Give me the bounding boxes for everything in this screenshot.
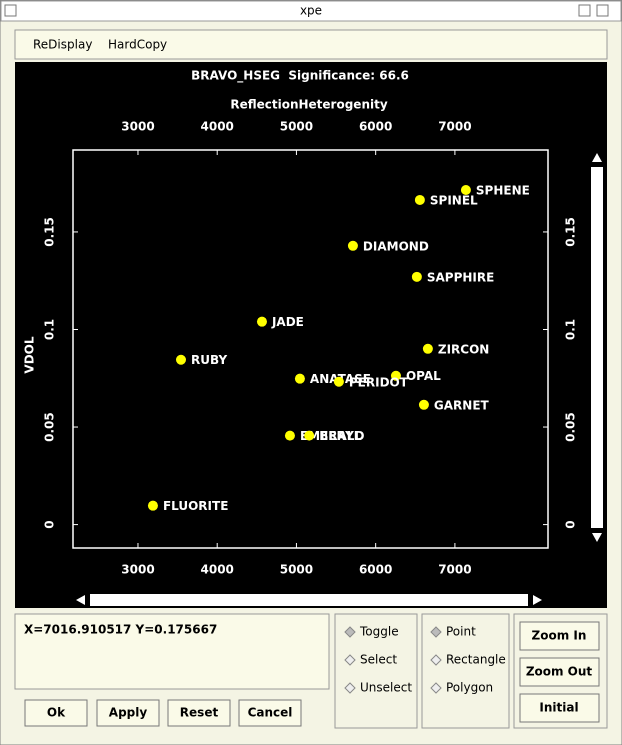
- radio-button[interactable]: [430, 626, 442, 638]
- y-tick-label: 0.15: [43, 217, 57, 247]
- window-menu-button[interactable]: [4, 4, 17, 17]
- x-tick-label-top: 6000: [359, 120, 392, 134]
- menu-item[interactable]: ReDisplay: [33, 38, 92, 52]
- point-label: GARNET: [434, 398, 490, 412]
- radio-label: Point: [446, 625, 476, 639]
- point: [175, 354, 186, 365]
- point-label: SAPPHIRE: [427, 270, 494, 284]
- zoom-button-label: Initial: [539, 701, 578, 715]
- y-tick-label-right: 0.1: [564, 319, 578, 340]
- point-label: SPHENE: [476, 183, 530, 197]
- button[interactable]: [24, 699, 88, 727]
- radio-label: Select: [360, 653, 397, 667]
- y-tick-label-right: 0.15: [564, 217, 578, 247]
- radio-button[interactable]: [430, 682, 442, 694]
- x-tick-label-top: 5000: [280, 120, 313, 134]
- point: [147, 500, 158, 511]
- x-tick-label-top: 3000: [121, 120, 154, 134]
- button-label: Ok: [47, 706, 66, 720]
- point: [414, 194, 425, 205]
- point-label: PERIDOT: [349, 375, 409, 389]
- y-tick-label-right: 0: [564, 520, 578, 528]
- point-label: OPAL: [406, 369, 441, 383]
- point-label: JADE: [271, 315, 304, 329]
- button-label: Apply: [109, 706, 148, 720]
- radio-label: Unselect: [360, 681, 412, 695]
- x-tick-label: 6000: [359, 563, 392, 577]
- radio-button[interactable]: [430, 654, 442, 666]
- radio-button[interactable]: [344, 626, 356, 638]
- radio-button[interactable]: [344, 654, 356, 666]
- plot-background: [15, 62, 607, 608]
- plot-frame: [72, 149, 549, 549]
- menu-item[interactable]: HardCopy: [108, 38, 167, 52]
- x-tick-label: 7000: [438, 563, 471, 577]
- point: [333, 376, 344, 387]
- window-title: xpe: [300, 4, 322, 18]
- point-label: ZIRCON: [438, 342, 489, 356]
- button[interactable]: [238, 699, 302, 727]
- plot-area: BRAVO_HSEG Significance: 66.6 Reflection…: [15, 62, 607, 608]
- point: [422, 343, 433, 354]
- button-label: Cancel: [248, 706, 293, 720]
- point: [304, 430, 315, 441]
- scroll-down-arrow[interactable]: [592, 533, 602, 542]
- radio-button[interactable]: [344, 682, 356, 694]
- point: [460, 184, 471, 195]
- point: [294, 373, 305, 384]
- point: [256, 316, 267, 327]
- x-tick-label: 5000: [280, 563, 313, 577]
- status-text: X=7016.910517 Y=0.175667: [24, 623, 217, 637]
- zoom-button[interactable]: [519, 693, 600, 723]
- button-label: Reset: [180, 706, 219, 720]
- y-tick-label: 0.1: [43, 319, 57, 340]
- status-box: [14, 613, 330, 690]
- zoom-button-label: Zoom Out: [526, 665, 593, 679]
- y-tick-label-right: 0.05: [564, 412, 578, 442]
- scroll-up-arrow[interactable]: [592, 153, 602, 162]
- point-label: SPINEL: [430, 193, 478, 207]
- scroll-right-arrow[interactable]: [533, 595, 542, 605]
- point-label: RUBY: [191, 353, 227, 367]
- x-tick-label-top: 4000: [201, 120, 234, 134]
- point-label: DIAMOND: [363, 239, 429, 253]
- zoom-button-label: Zoom In: [532, 629, 587, 643]
- point-label: BERYL: [319, 429, 362, 443]
- point: [411, 271, 422, 282]
- radio-label: Rectangle: [446, 653, 506, 667]
- x-tick-label: 3000: [121, 563, 154, 577]
- minimize-button[interactable]: [578, 4, 591, 17]
- x-tick-label: 4000: [201, 563, 234, 577]
- button[interactable]: [167, 699, 231, 727]
- y-axis-label: VDOL: [23, 336, 37, 373]
- zoom-button[interactable]: [519, 621, 600, 651]
- point-label: EMERALD: [300, 429, 365, 443]
- radio-label: Toggle: [359, 625, 399, 639]
- y-tick-label: 0.05: [43, 412, 57, 442]
- radio-label: Polygon: [446, 681, 493, 695]
- y-tick-label: 0: [43, 520, 57, 528]
- point-label: FLUORITE: [163, 499, 228, 513]
- zoom-button[interactable]: [519, 657, 600, 687]
- scroll-left-arrow[interactable]: [76, 595, 85, 605]
- maximize-button[interactable]: [596, 4, 609, 17]
- point: [390, 370, 401, 381]
- button[interactable]: [96, 699, 160, 727]
- x-axis-label: ReflectionHeterogenity: [230, 98, 388, 112]
- point: [418, 399, 429, 410]
- point: [284, 430, 295, 441]
- x-tick-label-top: 7000: [438, 120, 471, 134]
- horizontal-scrollbar[interactable]: [90, 594, 528, 606]
- point: [347, 240, 358, 251]
- vertical-scrollbar[interactable]: [591, 167, 603, 528]
- menu-bar: [14, 29, 608, 60]
- chart-title: BRAVO_HSEG Significance: 66.6: [191, 69, 409, 84]
- title-bar: [0, 0, 622, 22]
